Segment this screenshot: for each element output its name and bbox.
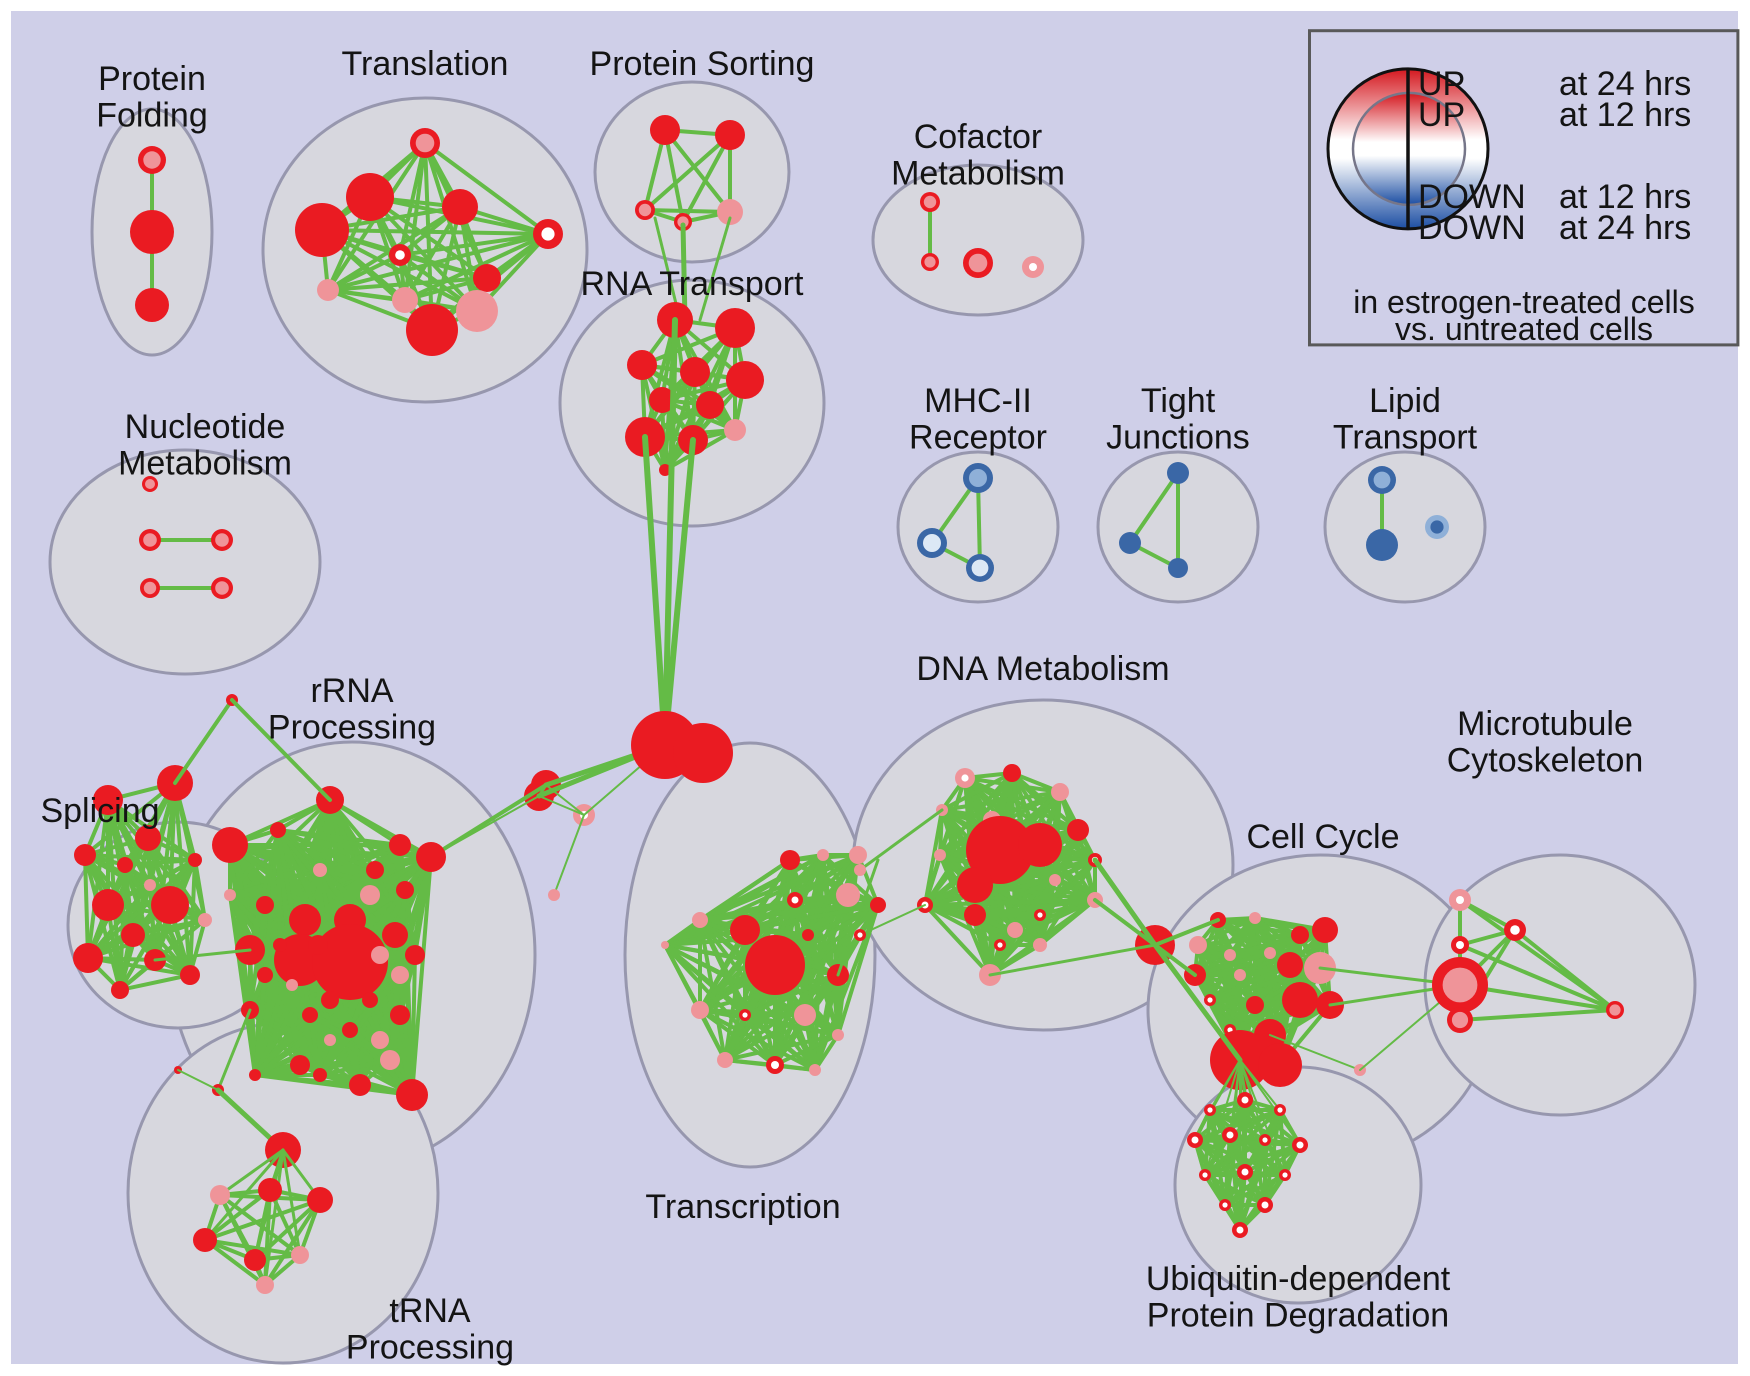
svg-text:at 24 hrs: at 24 hrs bbox=[1559, 209, 1691, 247]
svg-text:DNA Metabolism: DNA Metabolism bbox=[916, 650, 1169, 688]
svg-text:RNA Transport: RNA Transport bbox=[581, 265, 805, 303]
svg-text:Cell Cycle: Cell Cycle bbox=[1246, 818, 1399, 856]
svg-text:DOWN: DOWN bbox=[1418, 209, 1526, 247]
svg-text:Translation: Translation bbox=[342, 45, 509, 83]
svg-text:Splicing: Splicing bbox=[40, 792, 159, 830]
svg-text:Protein Sorting: Protein Sorting bbox=[590, 45, 815, 83]
svg-text:Transcription: Transcription bbox=[645, 1188, 840, 1226]
svg-text:at 12 hrs: at 12 hrs bbox=[1559, 96, 1691, 134]
svg-text:UP: UP bbox=[1418, 96, 1465, 134]
svg-text:vs. untreated cells: vs. untreated cells bbox=[1395, 311, 1653, 347]
